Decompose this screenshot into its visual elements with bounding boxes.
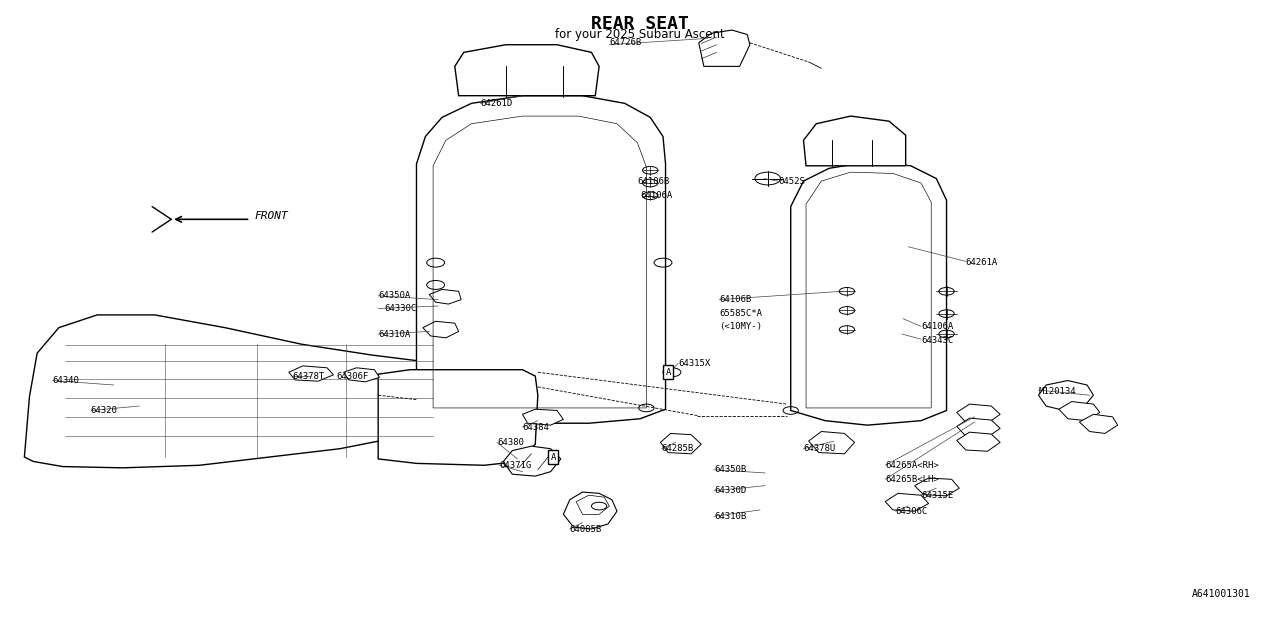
Text: 64315E: 64315E xyxy=(922,491,954,500)
Text: 64085B: 64085B xyxy=(570,525,602,534)
Text: 64306F: 64306F xyxy=(337,372,369,381)
Polygon shape xyxy=(416,96,666,423)
Polygon shape xyxy=(809,431,855,454)
Text: 64285B: 64285B xyxy=(662,444,694,453)
Polygon shape xyxy=(791,162,946,425)
Text: 64265B<LH>: 64265B<LH> xyxy=(886,475,940,484)
Text: 0452S: 0452S xyxy=(778,177,805,186)
Text: 64310B: 64310B xyxy=(714,512,746,521)
Polygon shape xyxy=(289,366,334,381)
Text: 64106A: 64106A xyxy=(922,322,954,331)
Polygon shape xyxy=(1038,381,1093,410)
Polygon shape xyxy=(956,418,1000,437)
Text: A: A xyxy=(666,368,671,377)
Text: 64106A: 64106A xyxy=(640,191,672,200)
Text: M120134: M120134 xyxy=(1038,387,1076,396)
Polygon shape xyxy=(24,315,467,468)
Text: 64343C: 64343C xyxy=(922,336,954,345)
Polygon shape xyxy=(956,432,1000,451)
Polygon shape xyxy=(422,321,458,338)
Text: 65585C*A: 65585C*A xyxy=(719,309,762,318)
Text: 64320: 64320 xyxy=(91,406,118,415)
Text: 64378U: 64378U xyxy=(804,444,836,453)
Text: 64330D: 64330D xyxy=(714,486,746,495)
Polygon shape xyxy=(915,478,959,496)
Text: 64265A<RH>: 64265A<RH> xyxy=(886,461,940,470)
Polygon shape xyxy=(1079,414,1117,433)
Text: 64106B: 64106B xyxy=(719,295,751,304)
Polygon shape xyxy=(660,433,701,454)
Text: 64340: 64340 xyxy=(52,376,79,385)
Polygon shape xyxy=(454,45,599,96)
Text: REAR SEAT: REAR SEAT xyxy=(591,15,689,33)
Text: FRONT: FRONT xyxy=(255,211,288,221)
Text: 64726B: 64726B xyxy=(609,38,641,47)
Text: 64261A: 64261A xyxy=(965,258,998,267)
Text: A: A xyxy=(550,452,556,461)
Polygon shape xyxy=(378,370,538,465)
Text: 64371G: 64371G xyxy=(499,461,531,470)
Polygon shape xyxy=(699,30,750,67)
Text: 64350B: 64350B xyxy=(714,465,746,474)
Text: 64310A: 64310A xyxy=(378,330,411,339)
Text: for your 2025 Subaru Ascent: for your 2025 Subaru Ascent xyxy=(556,28,724,41)
Polygon shape xyxy=(429,289,461,304)
Polygon shape xyxy=(563,492,617,529)
Polygon shape xyxy=(344,368,379,382)
Text: 64378T: 64378T xyxy=(293,372,325,381)
Text: 64106B: 64106B xyxy=(637,177,669,186)
Text: 64315X: 64315X xyxy=(678,359,710,368)
Polygon shape xyxy=(522,409,563,425)
Polygon shape xyxy=(956,404,1000,423)
Text: (<10MY-): (<10MY-) xyxy=(719,322,762,331)
Text: 64384: 64384 xyxy=(522,422,549,431)
Polygon shape xyxy=(886,493,929,511)
Polygon shape xyxy=(804,116,906,166)
Text: 64261D: 64261D xyxy=(480,99,512,108)
Text: A641001301: A641001301 xyxy=(1192,589,1251,599)
Text: 64350A: 64350A xyxy=(378,291,411,300)
Polygon shape xyxy=(503,446,561,476)
Text: 64306C: 64306C xyxy=(896,507,928,516)
Text: 64380: 64380 xyxy=(497,438,524,447)
Text: 64330C: 64330C xyxy=(384,304,417,313)
Polygon shape xyxy=(1059,401,1100,420)
